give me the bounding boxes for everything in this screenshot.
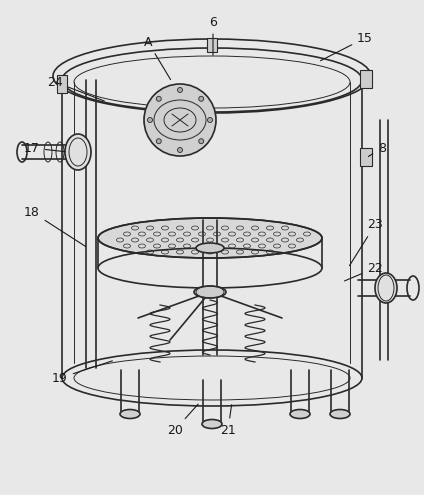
Ellipse shape <box>330 409 350 418</box>
Ellipse shape <box>202 419 222 429</box>
Circle shape <box>148 117 153 122</box>
Text: 21: 21 <box>220 405 236 437</box>
Text: 6: 6 <box>209 15 217 55</box>
Ellipse shape <box>98 218 322 258</box>
Text: A: A <box>144 36 170 80</box>
Ellipse shape <box>194 286 226 298</box>
Text: 17: 17 <box>24 142 65 154</box>
Ellipse shape <box>120 409 140 418</box>
Text: 8: 8 <box>368 142 386 156</box>
Circle shape <box>156 139 161 144</box>
Bar <box>360 70 372 88</box>
Text: 20: 20 <box>167 404 198 437</box>
Circle shape <box>144 84 216 156</box>
Circle shape <box>156 97 161 101</box>
Ellipse shape <box>290 409 310 418</box>
Text: 23: 23 <box>349 218 383 266</box>
Text: 24: 24 <box>47 76 104 101</box>
Text: 18: 18 <box>24 205 86 247</box>
Circle shape <box>207 117 212 122</box>
Ellipse shape <box>65 134 91 170</box>
Text: 15: 15 <box>321 32 373 61</box>
Circle shape <box>199 97 204 101</box>
Bar <box>360 148 372 166</box>
Circle shape <box>178 148 182 152</box>
Text: 22: 22 <box>345 261 383 281</box>
Bar <box>57 75 67 93</box>
Circle shape <box>178 88 182 93</box>
Text: 19: 19 <box>52 361 112 385</box>
Circle shape <box>199 139 204 144</box>
Ellipse shape <box>375 273 397 303</box>
Ellipse shape <box>196 243 224 253</box>
Bar <box>207 38 217 52</box>
